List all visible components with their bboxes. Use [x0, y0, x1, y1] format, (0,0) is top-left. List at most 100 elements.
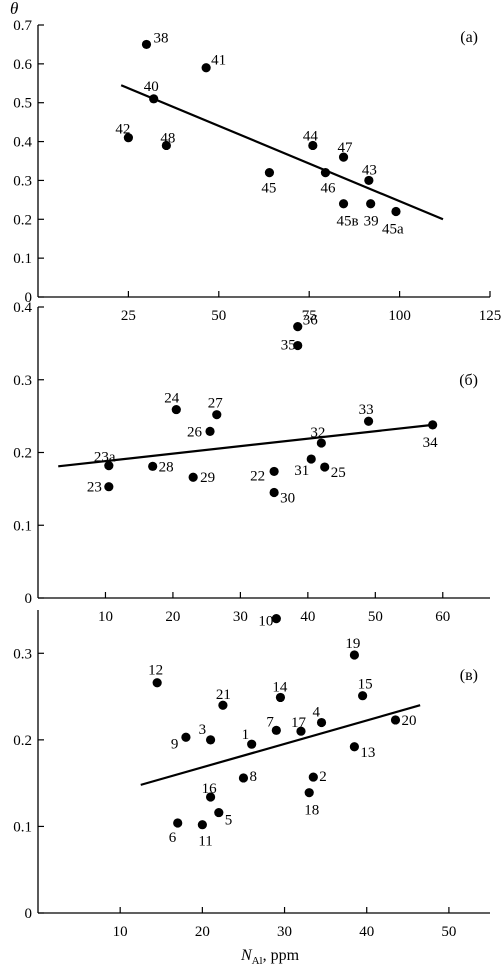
point-label: 10 — [258, 614, 273, 630]
point-label: 47 — [338, 140, 354, 156]
data-point — [320, 168, 331, 178]
data-point — [316, 438, 326, 448]
y-tick-label: 0.4 — [13, 135, 32, 151]
data-point — [364, 175, 374, 186]
point-label: 22 — [250, 468, 265, 484]
point-label: 41 — [211, 53, 226, 69]
x-tick-label: 75 — [302, 308, 317, 324]
data-point — [306, 454, 316, 464]
data-point — [212, 410, 222, 420]
point-label: 3 — [199, 722, 207, 738]
x-tick-label: 10 — [113, 924, 128, 940]
x-tick-label: 60 — [435, 609, 450, 625]
point-label: 18 — [304, 803, 319, 819]
x-tick-label: 50 — [441, 924, 456, 940]
point-label: 40 — [144, 79, 159, 95]
data-point — [149, 94, 159, 104]
data-point — [293, 322, 303, 332]
data-point — [316, 717, 327, 728]
point-label: 34 — [423, 435, 439, 451]
point-label: 4 — [313, 705, 321, 721]
y-tick-label: 0.4 — [13, 300, 32, 316]
point-label: 32 — [310, 425, 325, 441]
point-label: 14 — [272, 679, 288, 695]
regression-line — [140, 704, 421, 786]
point-label: 48 — [160, 130, 175, 146]
panel-label: (б) — [459, 372, 478, 389]
x-tick-label: 40 — [300, 609, 315, 625]
point-label: 39 — [364, 214, 379, 230]
x-tick-label: 100 — [388, 308, 411, 324]
x-tick-label: 125 — [479, 308, 502, 324]
regression-line — [58, 423, 433, 468]
point-label: 42 — [115, 122, 130, 138]
data-point — [363, 416, 374, 426]
point-label: 38 — [153, 30, 168, 46]
point-label: 21 — [216, 687, 231, 703]
data-point — [218, 700, 228, 710]
data-point — [173, 818, 183, 828]
data-point — [188, 472, 198, 482]
point-label: 27 — [208, 396, 224, 412]
point-label: 19 — [345, 636, 360, 652]
y-tick-label: 0.1 — [13, 819, 32, 835]
x-tick-label: 30 — [233, 609, 248, 625]
y-tick-label: 0.3 — [13, 646, 32, 662]
data-point — [308, 140, 318, 151]
point-label: 26 — [187, 424, 203, 440]
point-label: 9 — [171, 736, 179, 752]
panel-label: (а) — [460, 29, 478, 46]
data-point — [205, 792, 216, 802]
data-point — [304, 788, 314, 798]
point-label: 12 — [148, 663, 163, 679]
data-point — [269, 487, 279, 498]
point-label: 24 — [164, 391, 180, 407]
data-point — [296, 726, 306, 736]
y-axis-label: θ — [10, 0, 18, 18]
data-point — [148, 461, 158, 471]
x-tick-label: 40 — [359, 924, 374, 940]
data-point — [264, 168, 275, 178]
point-label: 23 — [87, 480, 102, 496]
data-point — [269, 466, 279, 477]
point-label: 45в — [337, 214, 359, 230]
data-point — [214, 807, 224, 818]
data-point — [247, 739, 257, 749]
x-axis-label-sub: Al — [252, 955, 263, 964]
data-point — [205, 426, 215, 437]
data-point — [123, 133, 133, 143]
point-label: 23a — [94, 450, 116, 466]
data-point — [338, 199, 349, 209]
x-tick-label: 30 — [277, 924, 292, 940]
point-label: 7 — [266, 714, 274, 730]
data-point — [171, 404, 181, 415]
x-axis-label-var: N — [240, 947, 253, 964]
point-label: 33 — [359, 402, 374, 418]
data-point — [358, 691, 368, 701]
point-label: 13 — [360, 745, 375, 761]
y-tick-label: 0.3 — [13, 173, 32, 189]
point-label: 46 — [320, 181, 336, 197]
point-label: 2 — [319, 769, 327, 785]
panel-a: 0 0.1 0.2 0.3 0.4 0.5 0.6 0.7 25 50 75 100 125 (а) 38 4… — [13, 18, 501, 324]
data-point — [428, 420, 438, 430]
data-point — [238, 773, 249, 783]
x-axis-label-unit: , ppm — [263, 947, 300, 964]
x-tick-label: 25 — [121, 308, 136, 324]
point-label: 43 — [362, 162, 377, 178]
x-tick-label: 10 — [98, 609, 113, 625]
data-point — [275, 692, 286, 703]
x-tick-label: 20 — [195, 924, 210, 940]
point-label: 45 — [261, 181, 276, 197]
data-point — [320, 462, 330, 472]
data-point — [201, 63, 211, 73]
y-tick-label: 0.1 — [13, 518, 32, 534]
y-tick-label: 0.2 — [13, 212, 32, 228]
point-label: 5 — [225, 813, 233, 829]
point-label: 35 — [281, 338, 296, 354]
data-point — [308, 772, 318, 782]
point-label: 45a — [382, 222, 404, 238]
data-point — [390, 715, 401, 725]
